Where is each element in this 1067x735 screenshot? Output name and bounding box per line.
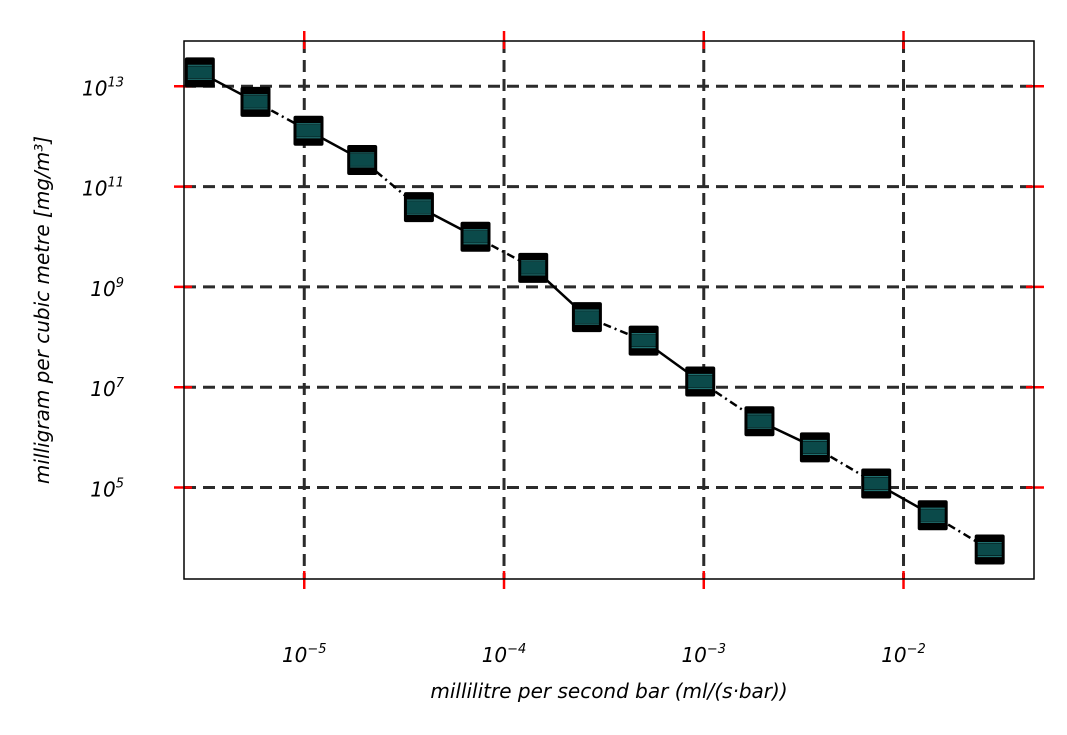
y-tick-base: 10 [82,177,107,201]
x-axis-label: millilitre per second bar (ml/(s·bar)) [430,679,787,703]
x-tick-exponent: −3 [707,642,726,657]
x-tick-base: 10 [482,643,507,667]
series-line-segment [586,315,645,342]
y-tick-exponent: 13 [107,75,124,90]
x-tick-label: 10−3 [681,642,726,667]
y-tick-base: 10 [90,478,115,502]
data-point [974,534,1005,565]
y-tick-base: 10 [90,277,115,301]
x-tick-label: 10−5 [282,642,327,667]
series-line-segment [254,100,310,132]
data-point [917,500,948,531]
x-tick-exponent: −2 [907,642,926,657]
y-tick-label: 1013 [82,75,124,100]
x-tick-label: 10−4 [482,642,527,667]
x-tick-labels: 10−5 10−4 10−3 10−2 [282,642,926,667]
y-tick-exponent: 9 [116,276,124,291]
x-tick-exponent: −4 [507,642,526,657]
data-point [460,221,491,252]
y-tick-label: 107 [90,376,124,401]
data-point [347,144,378,175]
plot-frame [183,40,1035,580]
data-point [628,325,659,356]
y-tick-label: 1011 [82,176,124,201]
data-point [240,86,271,117]
y-axis-label: milligram per cubic metre [mg/m³] [30,136,54,484]
y-tick-exponent: 11 [107,176,124,191]
series-markers [184,57,1005,565]
x-tick-base: 10 [681,643,706,667]
data-point [744,406,775,437]
data-point [518,252,549,283]
data-point [571,302,602,333]
x-tick-base: 10 [881,643,906,667]
grid-lines [184,41,1034,579]
data-point [685,366,716,397]
y-tick-exponent: 7 [116,376,125,391]
y-tick-label: 109 [90,276,124,301]
x-tick-exponent: −5 [307,642,326,657]
data-point [403,192,434,223]
y-tick-base: 10 [82,76,107,100]
data-point [799,432,830,463]
data-point [293,115,324,146]
data-point [861,468,892,499]
data-point [184,57,215,88]
y-tick-base: 10 [90,377,115,401]
x-tick-base: 10 [282,643,307,667]
x-tick-label: 10−2 [881,642,926,667]
y-tick-label: 105 [90,477,124,502]
y-tick-exponent: 5 [116,477,124,492]
